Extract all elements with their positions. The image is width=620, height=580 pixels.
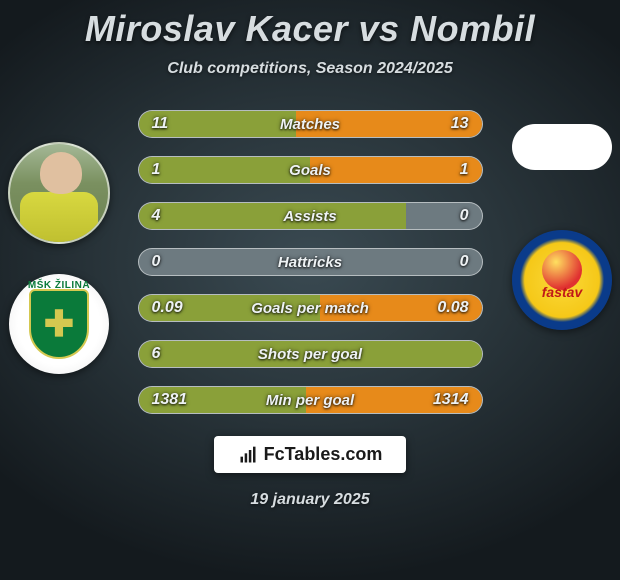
player-left-club-badge: MŠK ŽILINA [9,274,109,374]
stat-label: Goals per match [198,300,423,317]
stat-value-right: 0 [423,253,483,271]
stat-value-left: 0 [138,253,198,271]
stat-label: Matches [198,116,423,133]
stat-value-right: 0 [423,207,483,225]
watermark: FcTables.com [214,436,407,473]
stat-value-left: 1 [138,161,198,179]
player-right-avatar [512,124,612,170]
stat-value-left: 11 [138,115,198,133]
stat-label: Min per goal [198,392,423,409]
stat-value-right: 1314 [423,391,483,409]
date-text: 19 january 2025 [250,491,369,509]
chart-icon [238,445,258,465]
stat-value-right: 13 [423,115,483,133]
stat-value-right: 1 [423,161,483,179]
player-right-club-badge [512,230,612,330]
stat-row: 1Goals1 [138,156,483,184]
stat-value-left: 0.09 [138,299,198,317]
subtitle: Club competitions, Season 2024/2025 [167,60,452,78]
watermark-text: FcTables.com [264,444,383,465]
stat-value-left: 4 [138,207,198,225]
stat-row: 11Matches13 [138,110,483,138]
stat-value-right: 0.08 [423,299,483,317]
stat-row: 4Assists0 [138,202,483,230]
stat-row: 0.09Goals per match0.08 [138,294,483,322]
comparison-card: Miroslav Kacer vs Nombil Club competitio… [0,0,620,580]
stat-row: 6Shots per goal [138,340,483,368]
stat-label: Goals [198,162,423,179]
stat-row: 0Hattricks0 [138,248,483,276]
stat-label: Shots per goal [198,346,423,363]
stat-value-left: 6 [138,345,198,363]
page-title: Miroslav Kacer vs Nombil [85,8,535,50]
stat-row: 1381Min per goal1314 [138,386,483,414]
player-right-column [512,110,612,330]
player-left-avatar [8,142,110,244]
stat-label: Assists [198,208,423,225]
player-left-column: MŠK ŽILINA [8,110,110,374]
stat-value-left: 1381 [138,391,198,409]
stat-label: Hattricks [198,254,423,271]
stats-list: 11Matches131Goals14Assists00Hattricks00.… [138,110,483,414]
